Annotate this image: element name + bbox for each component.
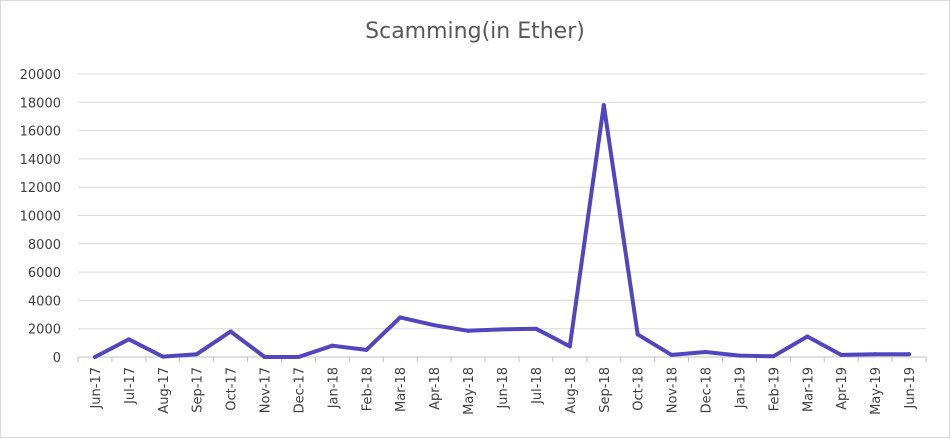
series-line (93, 103, 911, 359)
data-point (533, 326, 538, 331)
x-tick-label: Jun-17 (89, 367, 104, 410)
x-tick-label: Aug-18 (564, 367, 579, 414)
x-tick-label: Mar-19 (801, 367, 816, 412)
chart-title: Scamming(in Ether) (365, 19, 585, 44)
x-tick-label: Sep-18 (598, 367, 613, 413)
x-tick-label: Dec-17 (292, 367, 307, 413)
data-point (296, 355, 301, 359)
y-tick-label: 0 (53, 351, 61, 366)
data-point (160, 354, 165, 359)
x-tick-label: Jun-19 (903, 367, 918, 410)
x-tick-label: Feb-18 (360, 367, 375, 411)
data-point (601, 103, 606, 108)
x-tick-label: Dec-18 (700, 367, 715, 413)
y-tick-label: 20000 (20, 68, 61, 83)
y-tick-label: 10000 (20, 210, 61, 225)
x-tick-label: Aug-17 (157, 367, 172, 414)
x-tick-label: Feb-19 (767, 367, 782, 411)
x-axis-ticks: Jun-17 Jul-17 Aug-17 Sep-17 Oct-17 Nov-17 Dec-… (77, 357, 927, 415)
y-tick-label: 8000 (28, 238, 61, 253)
data-point (635, 332, 640, 337)
data-point (839, 352, 844, 357)
x-tick-label: Oct-17 (225, 367, 240, 411)
x-tick-label: Oct-18 (632, 367, 647, 411)
data-point (771, 354, 776, 359)
x-tick-label: May-18 (462, 367, 477, 415)
gridlines (78, 73, 926, 358)
x-tick-label: Sep-17 (191, 367, 206, 413)
y-tick-label: 4000 (28, 294, 61, 309)
data-point (432, 323, 437, 328)
data-point (330, 343, 335, 348)
y-tick-label: 12000 (20, 181, 61, 196)
x-tick-label: Nov-18 (666, 367, 681, 413)
data-point (92, 355, 97, 359)
x-tick-label: Jul-17 (123, 367, 138, 405)
y-tick-label: 14000 (20, 153, 61, 168)
x-tick-label: Nov-17 (259, 367, 274, 413)
x-tick-label: Jan-19 (733, 367, 748, 409)
y-tick-label: 18000 (20, 96, 61, 111)
data-point (873, 352, 878, 357)
y-tick-label: 6000 (28, 266, 61, 281)
y-axis-ticks: 0 2000 4000 6000 8000 10000 12000 14000 16000 180… (20, 68, 61, 366)
data-point (567, 344, 572, 349)
x-tick-label: Apr-18 (428, 367, 443, 410)
x-tick-label: Jan-18 (326, 367, 341, 409)
x-tick-label: Apr-19 (835, 367, 850, 410)
data-point (364, 347, 369, 352)
data-point (805, 334, 810, 339)
y-tick-label: 2000 (28, 323, 61, 338)
series-layer (92, 103, 912, 359)
data-point (907, 352, 912, 357)
data-point (703, 350, 708, 355)
data-point (737, 353, 742, 358)
data-point (500, 327, 504, 332)
data-point (194, 352, 199, 357)
y-tick-label: 16000 (20, 125, 61, 140)
x-tick-label: Jul-18 (530, 367, 545, 405)
data-point (669, 352, 674, 357)
data-point (126, 337, 131, 342)
x-tick-label: Jun-18 (496, 367, 511, 410)
data-point (466, 328, 471, 333)
data-point (228, 329, 233, 334)
x-tick-label: Mar-18 (394, 367, 409, 412)
data-point (398, 315, 403, 320)
x-tick-label: May-19 (869, 367, 884, 415)
data-point (262, 355, 267, 359)
